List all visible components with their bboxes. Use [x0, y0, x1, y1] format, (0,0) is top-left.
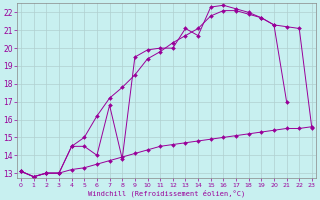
- X-axis label: Windchill (Refroidissement éolien,°C): Windchill (Refroidissement éolien,°C): [88, 189, 245, 197]
